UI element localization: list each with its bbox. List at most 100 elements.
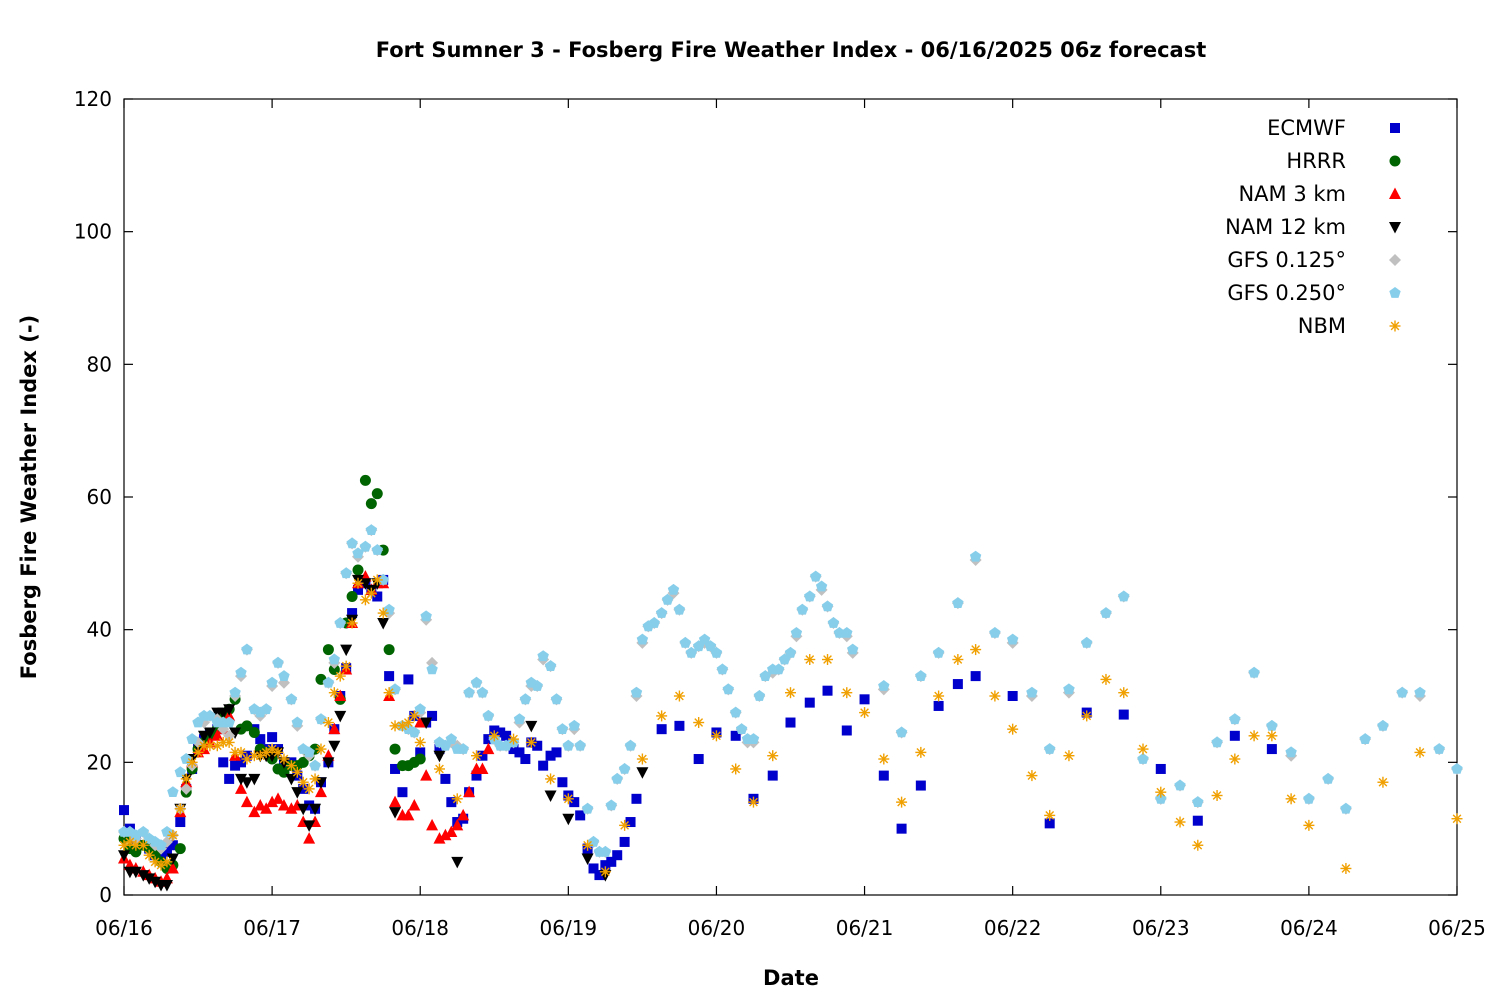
data-point bbox=[1174, 816, 1186, 828]
data-point bbox=[619, 819, 631, 831]
data-point bbox=[698, 633, 711, 645]
data-point bbox=[896, 823, 907, 834]
data-point bbox=[303, 783, 315, 795]
data-point bbox=[587, 835, 600, 847]
data-point bbox=[340, 660, 352, 672]
legend-label: NAM 3 km bbox=[1238, 182, 1346, 206]
data-point bbox=[545, 773, 557, 785]
data-point bbox=[203, 727, 216, 739]
data-point bbox=[204, 709, 216, 721]
data-point bbox=[716, 663, 729, 675]
data-point bbox=[334, 689, 347, 701]
data-point bbox=[328, 740, 341, 753]
data-point bbox=[161, 826, 173, 837]
data-point bbox=[618, 763, 631, 774]
data-point bbox=[476, 686, 489, 698]
data-point bbox=[377, 607, 389, 619]
data-point bbox=[155, 859, 167, 871]
data-point bbox=[648, 617, 660, 628]
data-point bbox=[303, 832, 316, 844]
data-point bbox=[471, 750, 483, 762]
data-point bbox=[519, 693, 532, 705]
series-nbm bbox=[118, 574, 1463, 878]
data-point bbox=[1377, 776, 1389, 788]
data-point bbox=[508, 744, 519, 755]
data-point bbox=[371, 544, 383, 555]
data-point bbox=[1174, 779, 1186, 791]
data-point bbox=[562, 813, 575, 826]
data-point bbox=[166, 853, 179, 866]
data-point bbox=[1007, 633, 1019, 645]
x-axis-label: Date bbox=[763, 966, 819, 990]
data-point bbox=[1007, 691, 1018, 701]
data-point bbox=[371, 574, 383, 586]
data-point bbox=[841, 725, 852, 736]
data-point bbox=[1451, 763, 1463, 774]
legend-label: GFS 0.250° bbox=[1227, 281, 1346, 305]
data-point bbox=[403, 674, 414, 685]
data-point bbox=[1340, 862, 1352, 874]
data-point bbox=[1081, 636, 1093, 648]
data-point bbox=[446, 797, 457, 808]
data-point bbox=[605, 799, 617, 811]
data-point bbox=[322, 644, 334, 656]
data-point bbox=[599, 845, 612, 857]
data-point bbox=[1192, 796, 1204, 807]
data-point bbox=[143, 873, 156, 885]
data-point bbox=[933, 690, 945, 702]
data-point bbox=[827, 617, 840, 628]
data-point bbox=[747, 796, 759, 808]
x-tick-label: 06/17 bbox=[243, 916, 301, 940]
data-point bbox=[197, 730, 210, 743]
data-point bbox=[211, 729, 224, 741]
data-point bbox=[551, 747, 562, 758]
data-point bbox=[655, 607, 668, 618]
data-point bbox=[1026, 686, 1038, 698]
data-point bbox=[328, 687, 340, 699]
data-point bbox=[457, 743, 469, 754]
data-point bbox=[488, 730, 500, 742]
data-point bbox=[383, 687, 395, 699]
data-point bbox=[309, 773, 321, 785]
data-point bbox=[408, 726, 420, 738]
data-point bbox=[402, 717, 414, 729]
data-point bbox=[636, 753, 648, 765]
data-point bbox=[1285, 793, 1297, 805]
data-point bbox=[314, 777, 327, 789]
y-tick-label: 100 bbox=[74, 220, 112, 244]
data-point bbox=[667, 583, 680, 595]
data-point bbox=[673, 690, 685, 702]
data-point bbox=[1248, 730, 1260, 742]
data-point bbox=[359, 474, 371, 486]
data-point bbox=[303, 746, 315, 758]
data-point bbox=[240, 795, 253, 808]
data-point bbox=[420, 769, 433, 781]
data-point bbox=[346, 591, 358, 602]
data-point bbox=[1229, 753, 1241, 765]
data-point bbox=[149, 856, 161, 868]
data-point bbox=[1192, 815, 1203, 826]
data-point bbox=[272, 656, 284, 668]
data-point bbox=[266, 743, 278, 755]
data-point bbox=[821, 600, 834, 612]
data-point bbox=[1137, 753, 1149, 764]
data-point bbox=[630, 686, 643, 698]
data-point bbox=[297, 803, 310, 816]
data-point bbox=[767, 750, 779, 762]
data-point bbox=[463, 785, 476, 798]
data-point bbox=[149, 876, 162, 889]
data-point bbox=[575, 810, 586, 821]
data-point bbox=[298, 783, 309, 794]
data-point bbox=[1155, 763, 1166, 774]
data-point bbox=[896, 796, 908, 808]
data-point bbox=[451, 793, 463, 805]
data-point bbox=[767, 770, 778, 781]
data-point bbox=[1359, 733, 1371, 744]
data-point bbox=[383, 603, 395, 615]
data-point bbox=[309, 759, 321, 771]
data-point bbox=[137, 826, 149, 837]
data-point bbox=[1303, 819, 1315, 831]
data-point bbox=[1100, 607, 1112, 618]
